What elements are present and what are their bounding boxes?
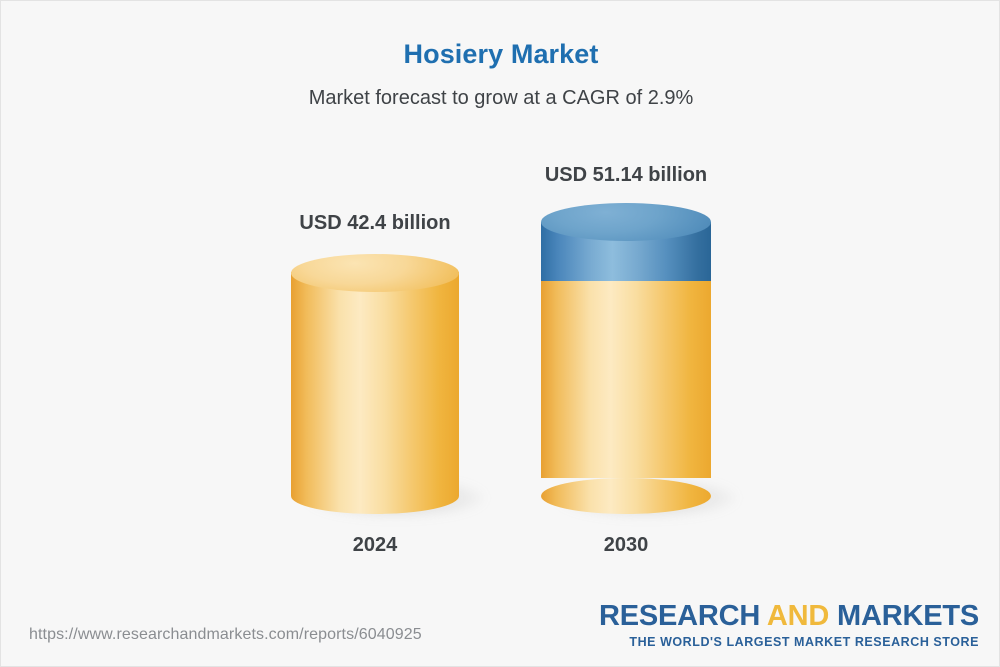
cylinder-top-cap [541, 203, 711, 241]
cylinder-bottom-cap [541, 478, 711, 514]
bar-category-label-2030: 2030 [603, 534, 649, 556]
bar-value-label-2030: USD 51.14 billion [544, 164, 708, 186]
chart-plot-area: USD 42.4 billion 2024 USD 51.14 billion [1, 1, 999, 601]
page-title: Hosiery Market [403, 39, 599, 69]
cylinder-bottom-cap [291, 478, 459, 514]
logo-tagline: THE WORLD'S LARGEST MARKET RESEARCH STOR… [629, 634, 979, 649]
bar-group-2024: USD 42.4 billion 2024 [291, 1, 485, 601]
chart-subtitle: Market forecast to grow at a CAGR of 2.9… [308, 87, 694, 109]
source-url[interactable]: https://www.researchandmarkets.com/repor… [29, 626, 422, 643]
logo-wordmark: RESEARCH AND MARKETS [598, 599, 979, 632]
cylinder-2030[interactable] [541, 203, 737, 518]
logo-text-research: RESEARCH [598, 599, 767, 632]
cylinder-2024[interactable] [291, 254, 485, 518]
bar-group-2030: USD 51.14 billion 2030 [541, 1, 737, 601]
bar-segment-base [291, 272, 459, 496]
bar-category-label-2024: 2024 [352, 534, 398, 556]
logo-text-and: AND [766, 599, 830, 632]
cylinder-top-cap [291, 254, 459, 292]
logo-text-markets: MARKETS [829, 599, 979, 632]
research-and-markets-logo[interactable]: RESEARCH AND MARKETS THE WORLD'S LARGEST… [598, 599, 979, 649]
bar-segment-base [541, 281, 711, 478]
bar-value-label-2024: USD 42.4 billion [299, 212, 451, 234]
